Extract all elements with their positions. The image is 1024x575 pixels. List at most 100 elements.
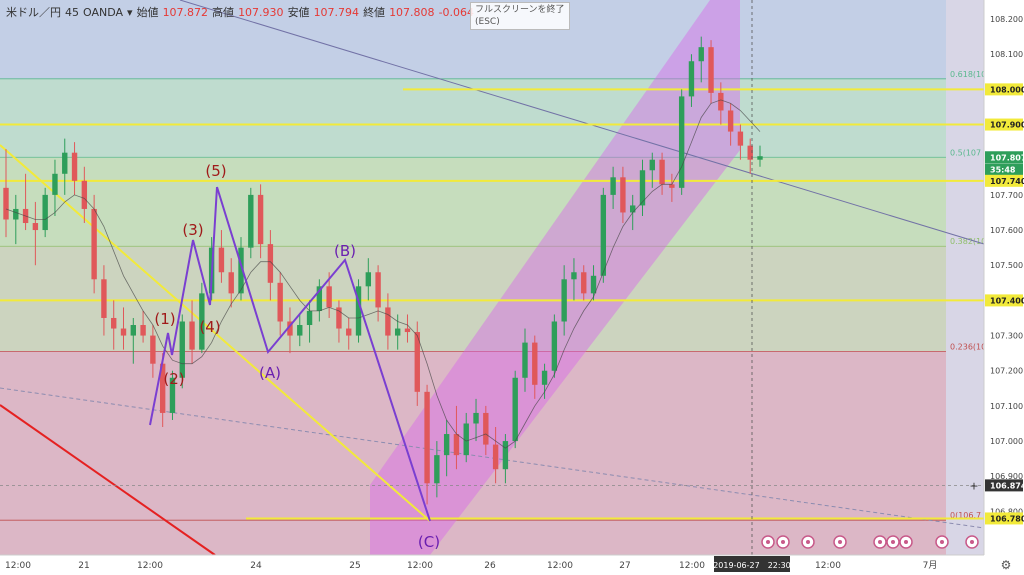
y-tick-label: 107.300 bbox=[990, 332, 1023, 341]
candle-body bbox=[179, 321, 185, 378]
candle-body bbox=[561, 279, 567, 322]
candle-body bbox=[101, 279, 107, 318]
candle-body bbox=[257, 194, 264, 245]
candle-body bbox=[502, 441, 509, 470]
candle-body bbox=[355, 286, 362, 336]
event-marker-dot bbox=[970, 540, 974, 544]
candle-body bbox=[404, 328, 411, 333]
candle-body bbox=[688, 61, 695, 97]
y-tick-label: 106.800 bbox=[990, 507, 1023, 516]
fullscreen-tip-line2: (ESC) bbox=[475, 17, 500, 27]
trendline-red bbox=[0, 404, 216, 556]
broker-label[interactable]: OANDA bbox=[83, 5, 124, 19]
wave-label: (C) bbox=[418, 533, 440, 551]
event-marker-dot bbox=[781, 540, 785, 544]
candle-body bbox=[532, 342, 538, 385]
candle-body bbox=[581, 272, 587, 294]
price-label-box bbox=[985, 83, 1023, 96]
low-label: 安値 bbox=[287, 6, 310, 19]
y-tick-label: 107.700 bbox=[990, 191, 1023, 200]
candle-body bbox=[630, 205, 636, 213]
candle-body bbox=[492, 444, 499, 470]
y-axis-panel bbox=[984, 0, 1024, 575]
high-label: 高値 bbox=[212, 6, 235, 19]
candle-body bbox=[424, 391, 430, 484]
y-tick-label: 107.000 bbox=[990, 437, 1023, 446]
y-tick-label: 107.500 bbox=[990, 261, 1023, 270]
x-tick-label: 12:00 bbox=[547, 561, 573, 571]
candle-body bbox=[551, 321, 558, 371]
chevron-down-icon[interactable]: ▾ bbox=[127, 5, 133, 19]
price-label: 107.740 bbox=[990, 177, 1024, 186]
x-tick-label: 12:00 bbox=[407, 561, 433, 571]
y-tick-label: 108.200 bbox=[990, 15, 1023, 24]
candle-body bbox=[297, 325, 303, 336]
candle-body bbox=[453, 434, 460, 456]
candle-body bbox=[336, 307, 342, 329]
price-label-box bbox=[985, 151, 1023, 164]
price-label: 35:48 bbox=[990, 166, 1016, 175]
price-label-box bbox=[985, 174, 1023, 187]
candle-body bbox=[326, 286, 332, 308]
candle-body bbox=[727, 110, 734, 132]
wave-label: (4) bbox=[199, 318, 220, 336]
candle-body bbox=[248, 194, 254, 248]
low-value: 107.794 bbox=[313, 5, 360, 19]
candle-body bbox=[571, 272, 577, 280]
x-tick-label: 12:00 bbox=[137, 561, 163, 571]
x-tick-label: 12:00 bbox=[679, 561, 705, 571]
candle-body bbox=[659, 159, 665, 185]
candle-body bbox=[434, 455, 440, 484]
x-tick-label: 21 bbox=[78, 561, 89, 571]
candle-body bbox=[71, 152, 78, 181]
candle-body bbox=[91, 208, 97, 280]
price-label-box bbox=[985, 512, 1023, 525]
change-value: -0.064 bbox=[438, 5, 475, 19]
candle-body bbox=[385, 307, 391, 336]
candle-body bbox=[111, 317, 117, 329]
candle-body bbox=[394, 328, 401, 336]
candle-body bbox=[669, 184, 675, 188]
candle-body bbox=[610, 177, 616, 195]
candle-body bbox=[522, 342, 528, 378]
y-tick-label: 108.100 bbox=[990, 50, 1023, 59]
candle-body bbox=[81, 180, 88, 209]
price-label-box bbox=[985, 294, 1023, 307]
candle-body bbox=[375, 272, 381, 308]
price-label-box bbox=[985, 163, 1023, 176]
symbol-label[interactable]: 米ドル／円 bbox=[6, 6, 61, 19]
fib-label: 0.5(107 bbox=[950, 148, 981, 157]
candle-body bbox=[316, 286, 323, 311]
event-marker-dot bbox=[838, 540, 842, 544]
candle-body bbox=[159, 363, 166, 413]
y-tick-label: 107.600 bbox=[990, 226, 1023, 235]
fib-zone bbox=[0, 78, 946, 158]
interval-label[interactable]: 45 bbox=[65, 5, 79, 19]
candle-body bbox=[238, 247, 244, 294]
candle-body bbox=[169, 377, 176, 413]
candle-body bbox=[62, 152, 68, 174]
event-marker-dot bbox=[904, 540, 908, 544]
candle-body bbox=[32, 223, 39, 231]
open-value: 107.872 bbox=[162, 5, 209, 19]
candle-body bbox=[443, 434, 450, 456]
crosshair-date-label: 2019-06-27 22:30 bbox=[713, 561, 791, 570]
crosshair-date-box bbox=[714, 556, 790, 572]
trendline-dashed bbox=[0, 387, 985, 529]
x-tick-label: 12:00 bbox=[5, 561, 31, 571]
candle-body bbox=[287, 321, 293, 336]
future-area bbox=[946, 0, 984, 555]
candle-body bbox=[277, 282, 283, 322]
price-label: 108.000 bbox=[990, 85, 1024, 94]
x-tick-label: 7月 bbox=[923, 560, 938, 571]
candle-body bbox=[150, 335, 156, 364]
price-label-box bbox=[985, 479, 1023, 492]
trendline-yellow bbox=[0, 144, 431, 522]
candle-body bbox=[52, 173, 58, 195]
wave-label: (3) bbox=[182, 221, 203, 239]
x-tick-label: 12:00 bbox=[815, 561, 841, 571]
fullscreen-exit-tooltip[interactable]: フルスクリーンを終了 (ESC) bbox=[470, 2, 570, 30]
fib-label: 0.382(10 bbox=[950, 237, 986, 246]
candle-body bbox=[228, 272, 234, 294]
